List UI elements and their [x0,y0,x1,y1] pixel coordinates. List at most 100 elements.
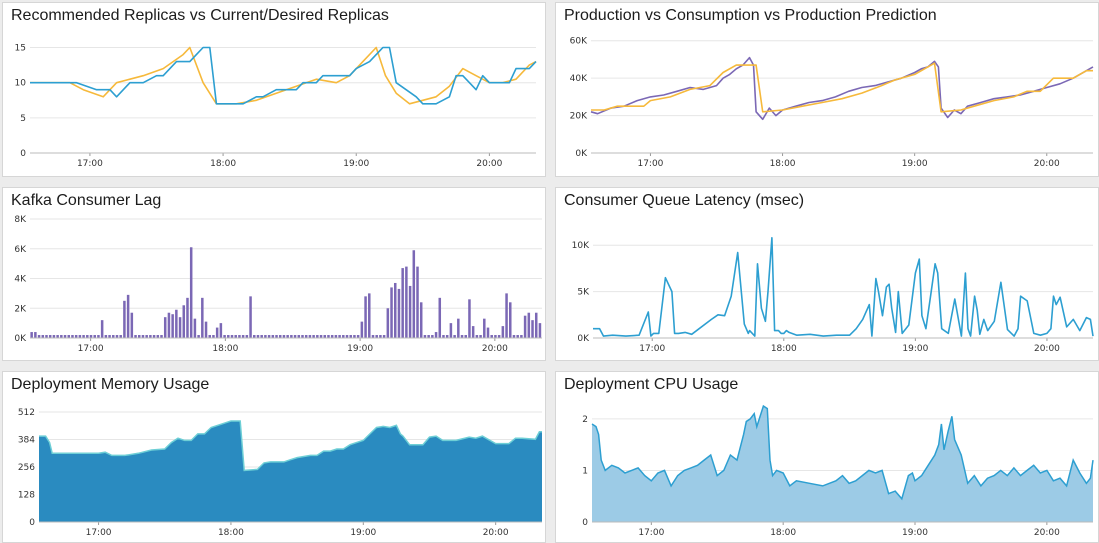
y-tick-label: 0 [20,149,26,159]
lag-bar [386,308,390,338]
x-tick-label: 20:00 [1034,159,1060,169]
memory-chart: 0 128 256 384 512 17:00 18:00 19:00 20:00 [18,408,542,538]
lag-bar [468,299,471,338]
lag-bar [234,335,237,338]
lag-bar [505,293,508,338]
lag-bar [126,294,130,338]
lag-bar [319,335,323,338]
panel-title: Production vs Consumption vs Production … [564,7,937,24]
y-tick-label: 20K [570,112,588,122]
lag-bar [405,266,408,338]
lag-bar [516,335,519,338]
lag-bar [379,335,382,338]
lag-bar [78,335,82,338]
lag-bar [475,335,479,338]
y-tick-label: 0 [582,518,588,528]
lag-bar [223,335,226,338]
lag-bar [353,335,356,338]
y-tick-label: 2K [14,304,27,314]
x-tick-label: 18:00 [212,344,238,354]
area-fill [592,406,1093,522]
series-line [30,46,537,105]
panel-title: Deployment CPU Usage [564,376,739,393]
x-tick-label: 19:00 [902,159,928,169]
panel-title: Kafka Consumer Lag [11,192,162,209]
lag-bar [438,297,442,338]
lag-bar [286,335,289,338]
y-tick-label: 384 [18,436,35,446]
area-line [39,420,542,472]
area-line [591,404,1094,501]
lag-bar [189,247,193,338]
lag-bar [330,335,334,338]
lag-bar [52,335,56,338]
y-tick-label: 5K [577,288,590,298]
lag-bar [63,335,67,338]
lag-bar [356,335,360,338]
lag-bar [271,335,275,338]
lag-bar [397,288,401,338]
lag-bar [197,335,200,338]
lag-bar [327,335,330,338]
y-tick-label: 0K [575,149,588,159]
panel-recommended-replicas[interactable]: Recommended Replicas vs Current/Desired … [2,2,546,177]
lag-bar [156,335,160,338]
replicas-chart: 0 5 10 15 17:00 18:00 19:00 20:00 [15,44,537,169]
lag-bar [419,302,423,338]
y-tick-label: 2 [582,415,588,425]
lag-bar [145,335,148,338]
lag-bar [301,335,304,338]
y-tick-label: 4K [14,275,27,285]
lag-bar [434,332,438,338]
lag-bar [349,335,352,338]
y-tick-label: 15 [15,44,26,54]
production-chart: 0K 20K 40K 60K 17:00 18:00 19:00 20:00 [570,37,1094,169]
lag-bar [527,312,531,338]
series-line [591,62,1093,113]
lag-bar [167,312,171,338]
y-tick-label: 0K [577,334,590,344]
y-tick-label: 1 [582,466,588,476]
lag-bar [260,335,263,338]
lag-bar [401,268,404,338]
panel-deployment-memory[interactable]: Deployment Memory Usage 0 128 256 384 512 17:… [2,371,546,543]
lag-bar [60,335,63,338]
lag-bar [483,318,486,338]
panel-production-consumption[interactable]: Production vs Consumption vs Production … [555,2,1099,177]
lag-bar [375,335,378,338]
lag-bar [534,312,538,338]
lag-bar [423,335,427,338]
lag-bar [486,327,490,338]
panel-title: Consumer Queue Latency (msec) [564,192,805,209]
panel-deployment-cpu[interactable]: Deployment CPU Usage 0 1 2 17:00 18:00 19:00 2… [555,371,1099,543]
series-line [30,46,537,105]
lag-bar [245,335,249,338]
lag-bar [130,312,134,338]
x-tick-label: 19:00 [902,528,928,538]
lag-bar [453,335,456,338]
y-tick-label: 40K [570,74,588,84]
y-tick-label: 0 [29,518,35,528]
panel-kafka-consumer-lag[interactable]: Kafka Consumer Lag 0K 2K 4K 6K 8K 17:00 18:00 1… [2,187,546,361]
lag-bar [368,293,371,338]
lag-bar [509,302,512,338]
lag-bar [249,296,252,338]
x-tick-label: 20:00 [1034,344,1060,354]
series-line [593,236,1094,337]
series-line [590,56,1094,121]
lag-bar [115,335,119,338]
panel-consumer-queue-latency[interactable]: Consumer Queue Latency (msec) 0K 5K 10K 17:… [555,187,1099,361]
x-tick-label: 20:00 [483,528,509,538]
lag-bar [390,287,393,338]
lag-bar [219,323,223,338]
lag-bar [412,250,416,338]
lag-bar [93,335,96,338]
lag-bar [186,297,189,338]
panel-title: Deployment Memory Usage [11,376,210,393]
lag-bar [275,335,278,338]
lag-bar [108,335,111,338]
lag-bar [497,335,501,338]
lag-bar [178,317,182,338]
lag-bar [82,335,85,338]
lag-bar [408,285,412,338]
